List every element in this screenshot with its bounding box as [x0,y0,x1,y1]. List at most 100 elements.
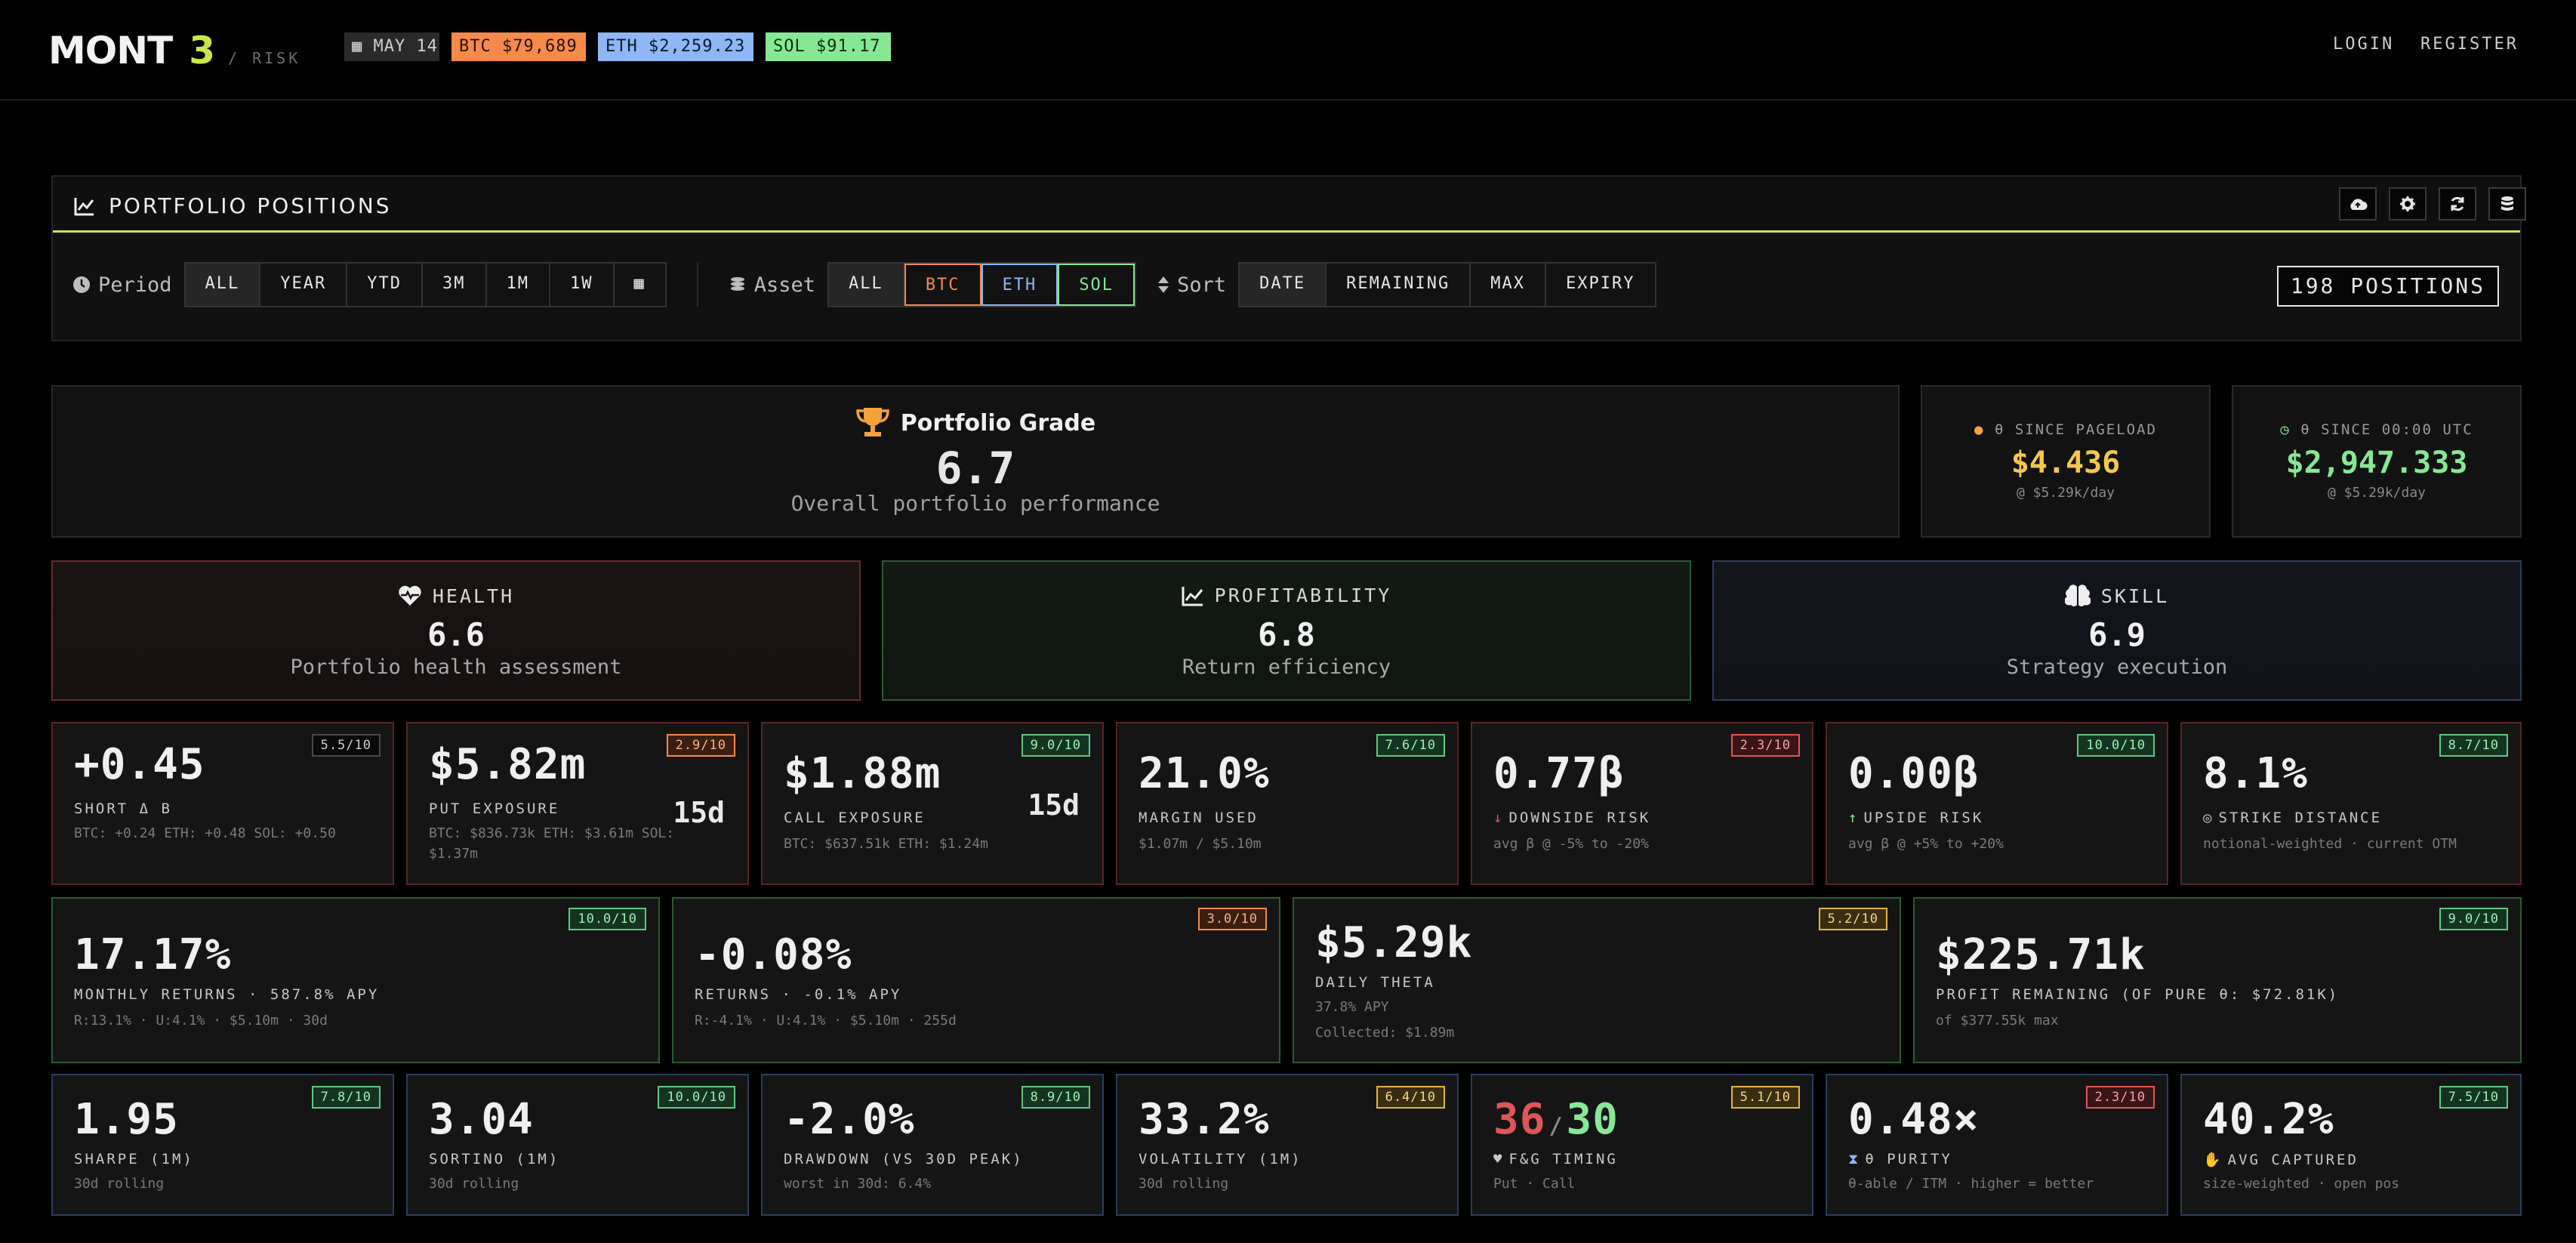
health-value: 6.6 [427,616,485,653]
period-1w-button[interactable]: 1W [550,264,615,306]
arrow-down-icon: ↓ [1493,810,1505,826]
profitability-label: PROFITABILITY [883,584,1690,606]
theta-since-pageload-rate: @ $5.29k/day [2016,485,2115,501]
heartbeat-icon [399,585,421,606]
metric-subtext-collected: Collected: $1.89m [1315,1025,1455,1041]
clock-icon [73,276,90,293]
database-button[interactable] [2488,187,2526,221]
metric-label: DAILY THETA [1315,974,1435,991]
asset-all-button[interactable]: ALL [829,264,904,306]
metric-value: 0.77β [1493,749,1625,798]
login-link[interactable]: LOGIN [2333,35,2395,54]
metric-short-delta: +0.45 SHORT Δ B BTC: +0.24 ETH: +0.48 SO… [51,722,394,885]
arrow-up-icon: ↑ [1848,810,1860,826]
score-badge: 10.0/10 [658,1086,735,1109]
score-badge: 6.4/10 [1376,1086,1445,1109]
score-badge: 8.7/10 [2439,734,2508,757]
sort-remaining-button[interactable]: REMAINING [1327,264,1471,306]
metric-monthly-returns: 17.17% MONTHLY RETURNS · 587.8% APY R:13… [51,897,660,1063]
metric-label: ⧗ θ PURITY [1848,1151,1952,1167]
sort-icon [1158,276,1169,293]
grade-value: 6.7 [935,443,1015,494]
greed-value: 30 [1566,1095,1619,1144]
score-badge: 2.3/10 [2085,1086,2155,1109]
score-badge: 10.0/10 [2077,734,2155,757]
refresh-icon [2451,196,2464,211]
logo-number: 3 [189,29,215,72]
metric-value: 3.04 [429,1095,534,1144]
register-link[interactable]: REGISTER [2420,35,2519,54]
metric-subtext: notional-weighted · current OTM [2203,836,2457,852]
period-3m-button[interactable]: 3M [423,264,487,306]
fire-icon: ● [1974,421,1985,438]
metric-subtext: θ-able / ITM · higher = better [1848,1176,2094,1192]
score-badge: 5.2/10 [1818,908,1887,930]
metric-value: 21.0% [1139,749,1270,798]
btc-price-chip: BTC $79,689 [451,32,586,61]
cloud-upload-button[interactable] [2339,187,2377,221]
metric-value: 1.95 [74,1095,179,1144]
sort-date-button[interactable]: DATE [1240,264,1327,306]
metric-margin-used: 21.0% MARGIN USED $1.07m / $5.10m 7.6/10 [1116,722,1459,885]
sort-max-button[interactable]: MAX [1471,264,1547,306]
sort-label: Sort [1157,273,1226,297]
calendar-icon: ▦ [633,274,646,293]
score-badge: 10.0/10 [569,908,646,930]
positions-count: 198 POSITIONS [2276,266,2499,307]
metric-volatility: 33.2% VOLATILITY (1M) 30d rolling 6.4/10 [1116,1074,1459,1216]
fear-value: 36 [1493,1095,1546,1144]
refresh-button[interactable] [2439,187,2476,221]
period-all-button[interactable]: ALL [185,264,261,306]
score-badge: 9.0/10 [1021,734,1090,757]
metric-subtext: avg β @ +5% to +20% [1848,836,2004,852]
database-icon [2501,196,2513,211]
metric-subtext: 30d rolling [1139,1176,1229,1192]
date-chip: ▦ MAY 14 [344,32,439,61]
asset-eth-button[interactable]: ETH [981,264,1058,306]
metric-subtext: Put · Call [1493,1176,1576,1192]
period-year-button[interactable]: YEAR [260,264,348,306]
date-text: MAY 14 [373,37,438,56]
metric-subtext: 37.8% APY [1315,999,1389,1015]
metric-subtext: $1.07m / $5.10m [1139,836,1262,852]
skill-value: 6.9 [2088,616,2146,653]
metric-label: PUT EXPOSURE [429,800,560,817]
metric-value: 40.2% [2203,1095,2334,1144]
score-badge: 7.8/10 [311,1086,381,1109]
metric-theta-purity: 0.48× ⧗ θ PURITY θ-able / ITM · higher = … [1826,1074,2168,1216]
top-bar: MONT 3 / RISK ▦ MAY 14 BTC $79,689 ETH $… [0,0,2576,100]
score-badge: 7.6/10 [1376,734,1445,757]
metric-value: -2.0% [784,1095,915,1144]
asset-sol-button[interactable]: SOL [1058,264,1135,306]
metric-value: +0.45 [74,740,205,789]
period-ytd-button[interactable]: YTD [347,264,424,306]
score-badge: 2.3/10 [1730,734,1800,757]
metric-fg-timing: 36/30 ♥ F&G TIMING Put · Call 5.1/10 [1471,1074,1813,1216]
score-badge: 5.5/10 [311,734,381,757]
health-card: HEALTH 6.6 Portfolio health assessment [51,560,861,701]
period-1m-button[interactable]: 1M [486,264,551,306]
grade-title: Portfolio Grade [53,406,1898,440]
metric-label: SHORT Δ B [74,800,172,817]
settings-button[interactable] [2389,187,2427,221]
metric-value: 17.17% [74,930,232,979]
hand-coin-icon: ✋ [2203,1152,2223,1168]
sort-expiry-button[interactable]: EXPIRY [1546,264,1655,306]
metric-value: $1.88m [784,749,941,798]
profitability-card: PROFITABILITY 6.8 Return efficiency [882,560,1691,701]
metric-value: 33.2% [1139,1095,1270,1144]
sort-selector: DATE REMAINING MAX EXPIRY [1238,262,1656,307]
portfolio-grade-card: Portfolio Grade 6.7 Overall portfolio pe… [51,385,1900,538]
custom-date-button[interactable]: ▦ [614,264,665,306]
logo[interactable]: MONT 3 / RISK [48,29,300,72]
heart-icon: ♥ [1493,1151,1505,1167]
cloud-icon [2350,199,2368,210]
metric-label: DRAWDOWN (VS 30D PEAK) [784,1151,1024,1167]
theta-since-pageload-label: ● θ SINCE PAGELOAD [1974,421,2157,438]
asset-selector: ALL BTC ETH SOL [827,262,1137,307]
panel-title: PORTFOLIO POSITIONS [74,193,391,218]
asset-btc-button[interactable]: BTC [904,264,981,306]
metric-daily-theta: $5.29k DAILY THETA 37.8% APY Collected: … [1293,897,1901,1063]
metric-avg-captured: 40.2% ✋ AVG CAPTURED size-weighted · open… [2180,1074,2522,1216]
gear-icon [2400,196,2415,211]
